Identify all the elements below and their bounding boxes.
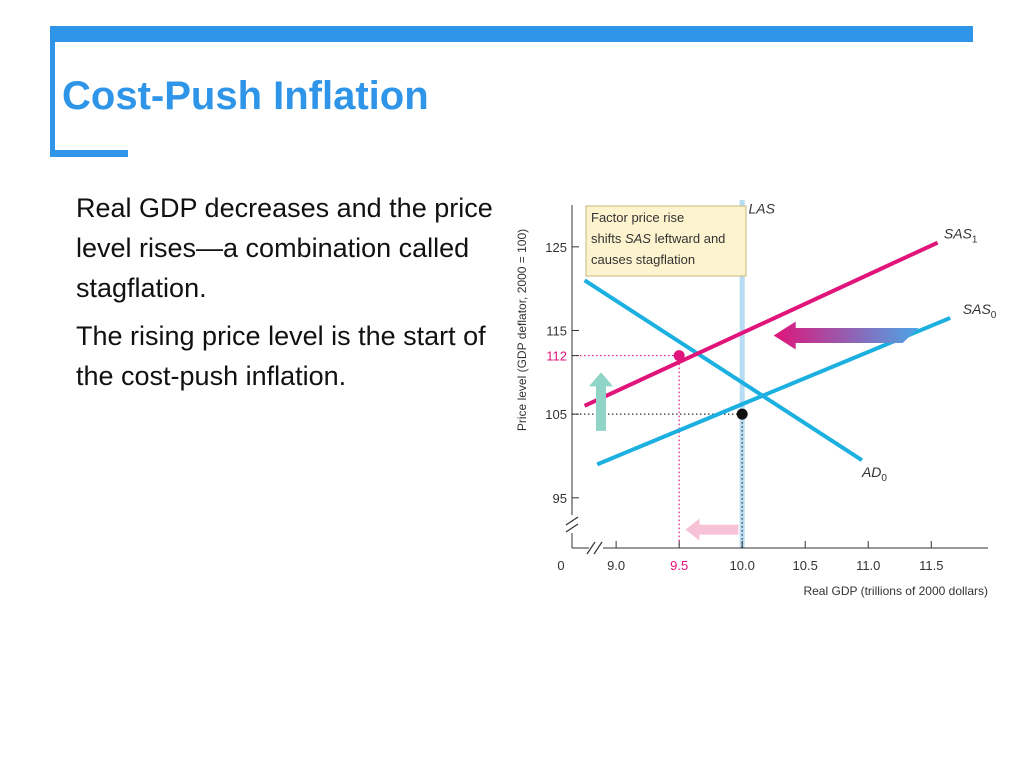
annotation-line-0: Factor price rise — [591, 210, 684, 225]
annotation-line-1: shifts SAS leftward and — [591, 231, 725, 246]
series-sas0-label-text: SAS — [963, 301, 992, 317]
annotation-segment: causes stagflation — [591, 252, 695, 267]
paragraph-stagflation: Real GDP decreases and the price level r… — [76, 193, 493, 303]
las-label-text: LAS — [748, 200, 775, 216]
paragraph-cost-push: The rising price level is the start of t… — [76, 321, 486, 391]
series-sas0-label: SAS0 — [963, 301, 997, 321]
y-tick-label-125: 125 — [545, 240, 567, 255]
annotation-box — [585, 205, 747, 277]
series-ad0-label: AD0 — [861, 464, 887, 484]
x-tick-label-9.5: 9.5 — [670, 558, 688, 573]
series-ad0-line — [583, 278, 864, 462]
series-sas1-line — [583, 240, 939, 408]
annotation-segment: shifts — [591, 231, 625, 246]
series-ad0-label-subscript: 0 — [881, 473, 887, 484]
annotation-segment: SAS — [625, 231, 651, 246]
header-left-rule — [50, 26, 55, 157]
y-tick-label-95: 95 — [553, 491, 567, 506]
sas-shift-arrow — [773, 321, 919, 350]
x-axis-break-2 — [593, 541, 603, 555]
y-tick-label-105: 105 — [545, 407, 567, 422]
y-tick-label-115: 115 — [546, 323, 567, 338]
cost-push-chart: Factor price rise shifts SAS leftward and… — [515, 200, 997, 598]
series-sas1-label: SAS1 — [944, 225, 978, 245]
annotation-line-2: causes stagflation — [591, 252, 695, 267]
series-sas0-label-subscript: 0 — [991, 310, 997, 321]
slide-title: Cost-Push Inflation — [62, 74, 429, 118]
x-tick-label-11.5: 11.5 — [919, 558, 943, 573]
x-tick-label-9.0: 9.0 — [607, 558, 625, 573]
title-underline — [50, 150, 128, 157]
y-tick-label-112: 112 — [546, 349, 567, 364]
x-axis-title: Real GDP (trillions of 2000 dollars) — [803, 584, 988, 598]
slide-body: Real GDP decreases and the price level r… — [76, 188, 496, 404]
equilibrium-point-0 — [736, 408, 748, 420]
series-sas1-label-text: SAS — [944, 225, 973, 241]
y-axis-break-2 — [565, 523, 579, 533]
y-axis-break-1 — [565, 516, 579, 526]
las-label: LAS — [748, 200, 775, 216]
header-bar — [50, 26, 973, 42]
series-sas1-label-subscript: 1 — [972, 234, 978, 245]
origin-label: 0 — [557, 558, 564, 573]
price-rise-arrow — [588, 372, 613, 431]
gdp-decrease-arrow — [685, 518, 739, 541]
x-tick-label-11.0: 11.0 — [856, 558, 880, 573]
y-axis-title: Price level (GDP deflator, 2000 = 100) — [515, 229, 529, 431]
equilibrium-point-1 — [673, 350, 685, 362]
x-tick-label-10.0: 10.0 — [730, 558, 755, 573]
x-tick-label-10.5: 10.5 — [793, 558, 818, 573]
series-ad0-label-text: AD — [861, 464, 881, 480]
annotation-segment: leftward and — [651, 231, 725, 246]
annotation-segment: Factor price rise — [591, 210, 684, 225]
x-axis-break-1 — [586, 541, 596, 555]
